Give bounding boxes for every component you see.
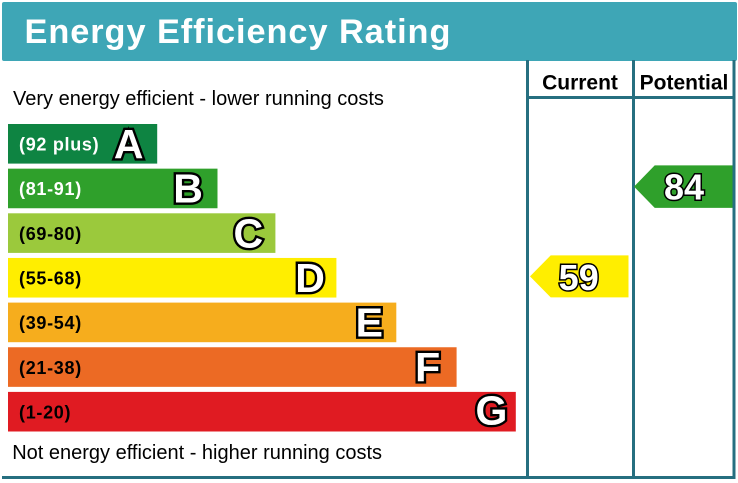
svg-text:F: F xyxy=(415,344,440,390)
svg-text:(55-68): (55-68) xyxy=(19,268,82,288)
svg-text:G: G xyxy=(475,388,507,434)
svg-text:E: E xyxy=(356,300,383,346)
svg-text:(21-38): (21-38) xyxy=(19,358,82,378)
svg-text:B: B xyxy=(173,166,203,212)
svg-text:Potential: Potential xyxy=(640,72,729,95)
svg-text:59: 59 xyxy=(559,257,599,298)
svg-text:D: D xyxy=(295,255,325,301)
svg-text:(39-54): (39-54) xyxy=(19,313,82,333)
svg-text:(92 plus): (92 plus) xyxy=(19,135,99,155)
svg-text:Current: Current xyxy=(542,72,618,95)
svg-text:C: C xyxy=(233,210,263,256)
svg-text:(69-80): (69-80) xyxy=(19,224,82,244)
svg-text:(81-91): (81-91) xyxy=(19,179,82,199)
svg-text:Energy Efficiency Rating: Energy Efficiency Rating xyxy=(25,13,452,51)
svg-text:A: A xyxy=(114,121,144,167)
svg-text:(1-20): (1-20) xyxy=(19,402,71,422)
svg-text:Very energy efficient - lower: Very energy efficient - lower running co… xyxy=(13,88,384,110)
svg-text:84: 84 xyxy=(664,167,704,208)
svg-text:Not energy efficient - higher: Not energy efficient - higher running co… xyxy=(12,442,382,464)
